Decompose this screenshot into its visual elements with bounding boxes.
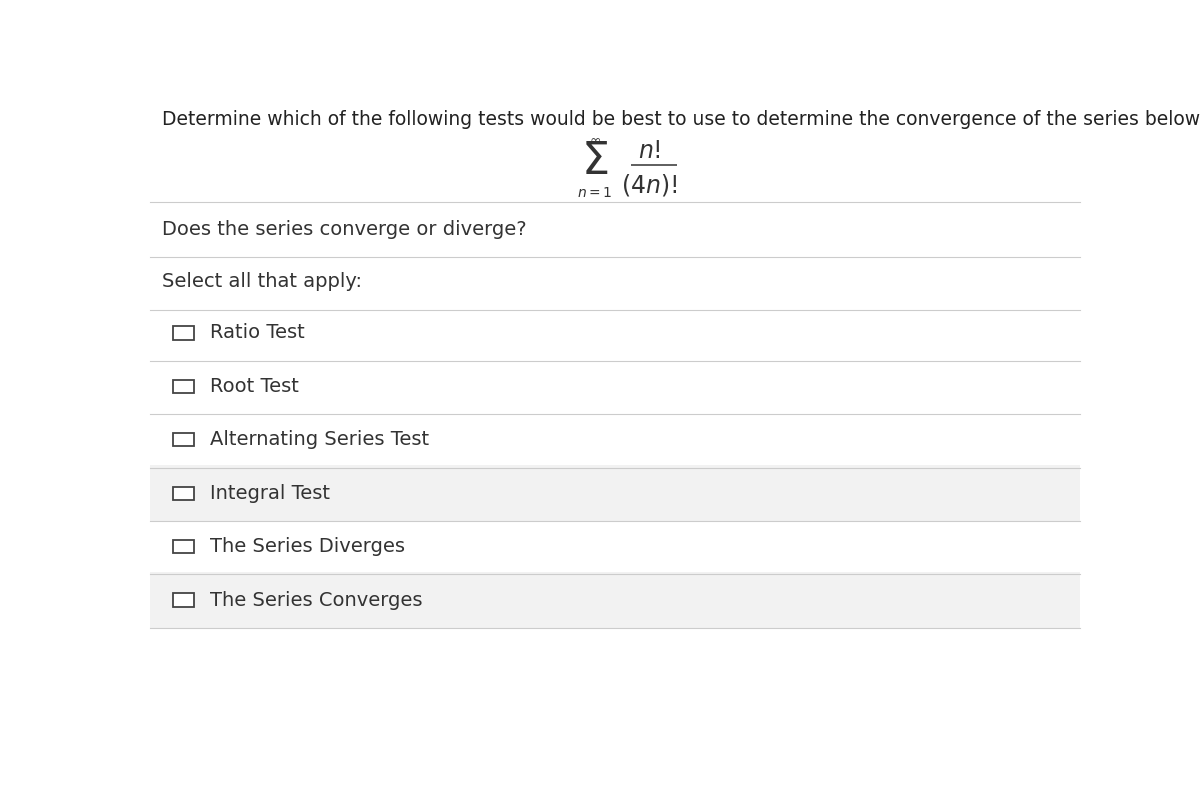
- Text: $(4n)!$: $(4n)!$: [622, 171, 678, 197]
- Bar: [173, 380, 193, 393]
- Text: $\Sigma$: $\Sigma$: [581, 140, 608, 183]
- Bar: [173, 433, 193, 447]
- Text: Alternating Series Test: Alternating Series Test: [210, 430, 430, 449]
- Text: $n!$: $n!$: [638, 139, 661, 163]
- Text: Ratio Test: Ratio Test: [210, 323, 305, 342]
- Text: The Series Converges: The Series Converges: [210, 591, 422, 610]
- Bar: [173, 487, 193, 500]
- Bar: [173, 540, 193, 553]
- Bar: [173, 593, 193, 607]
- Text: The Series Diverges: The Series Diverges: [210, 537, 406, 556]
- Text: Does the series converge or diverge?: Does the series converge or diverge?: [162, 220, 527, 239]
- Bar: [150, 572, 1080, 628]
- Text: Select all that apply:: Select all that apply:: [162, 272, 362, 291]
- Bar: [173, 326, 193, 339]
- Bar: [150, 466, 1080, 521]
- Text: Determine which of the following tests would be best to use to determine the con: Determine which of the following tests w…: [162, 110, 1200, 129]
- Text: Root Test: Root Test: [210, 377, 299, 396]
- Text: $\infty$: $\infty$: [588, 133, 600, 148]
- Text: $n=1$: $n=1$: [577, 186, 612, 200]
- Text: Integral Test: Integral Test: [210, 484, 330, 503]
